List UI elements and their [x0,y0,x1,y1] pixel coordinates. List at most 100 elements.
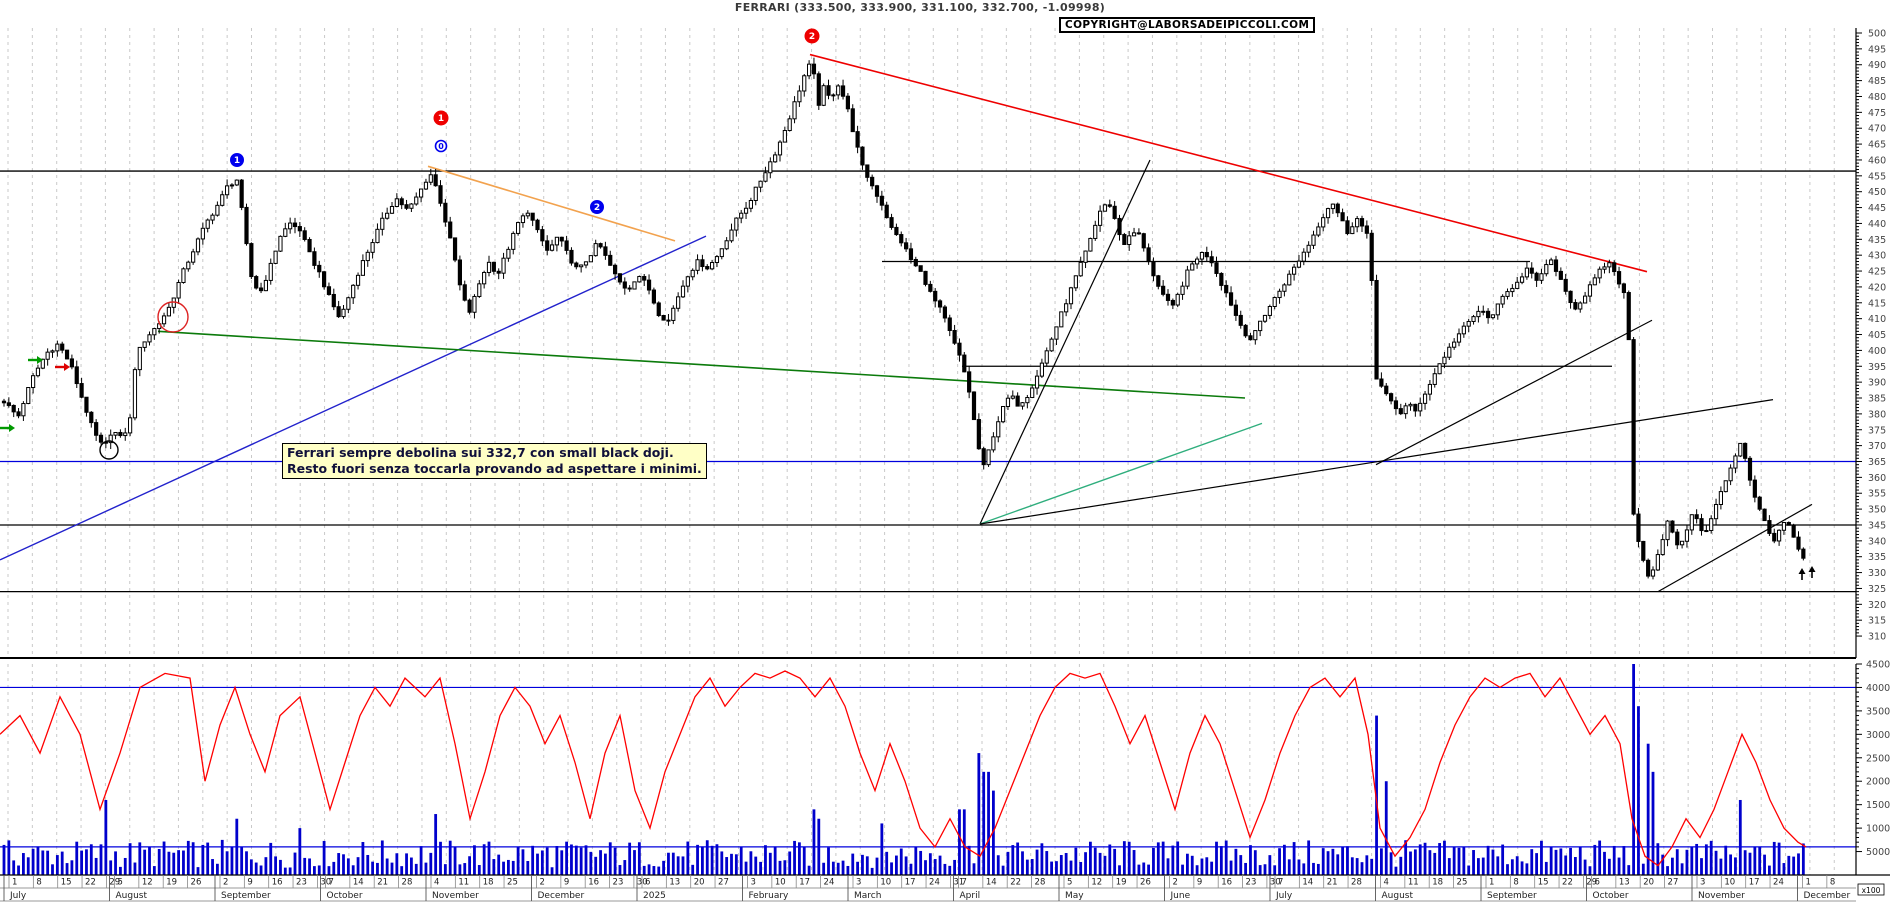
svg-text:27: 27 [718,878,729,888]
svg-text:435: 435 [1868,235,1886,246]
day-tick-label: 13 [669,878,680,888]
day-tick-label: 23 [613,878,624,888]
day-tick-label: 1 [1806,878,1811,888]
svg-text:2: 2 [594,203,600,213]
svg-text:16: 16 [1221,878,1232,888]
day-tick-label: 14 [353,878,364,888]
svg-text:26: 26 [1140,878,1151,888]
svg-text:15: 15 [1538,878,1549,888]
analysis-note: Ferrari sempre debolina sui 332,7 con sm… [282,443,707,479]
day-tick-label: 8 [1830,878,1835,888]
svg-text:25: 25 [1457,878,1468,888]
day-tick-label: 22 [1562,878,1573,888]
svg-text:15: 15 [61,878,72,888]
sell-arrow-icon [55,363,70,371]
svg-text:10: 10 [775,878,786,888]
up-arrow-icon [1808,566,1816,578]
svg-text:475: 475 [1868,108,1886,119]
svg-text:15000: 15000 [1866,800,1890,811]
svg-text:24: 24 [824,878,835,888]
svg-text:1: 1 [12,878,17,888]
day-tick-label: 14 [986,878,997,888]
orange-downtrend-2024 [427,165,676,242]
day-tick-label: 7 [1278,878,1283,888]
month-label: September [221,891,271,901]
svg-text:9: 9 [247,878,252,888]
day-tick-label: 28 [1351,878,1362,888]
day-tick-label: 15 [61,878,72,888]
svg-text:405: 405 [1868,330,1886,341]
svg-text:1: 1 [1806,878,1811,888]
svg-text:11: 11 [1408,878,1419,888]
svg-text:455: 455 [1868,171,1886,182]
volume-reference-lines [0,686,1856,848]
wave-marker-red-2: 2 [804,28,820,44]
day-tick-label: 7 [329,878,334,888]
day-tick-label: 9 [1197,878,1202,888]
buy-arrow-icon [0,424,15,432]
svg-text:430: 430 [1868,251,1886,262]
svg-text:24: 24 [929,878,940,888]
day-tick-label: 8 [1513,878,1518,888]
svg-text:440: 440 [1868,219,1886,230]
day-tick-label: 3 [856,878,861,888]
day-tick-label: 16 [588,878,599,888]
svg-text:March: March [854,891,881,901]
svg-text:1: 1 [234,156,240,166]
day-tick-label: 26 [1140,878,1151,888]
svg-text:40000: 40000 [1866,683,1890,694]
svg-text:20: 20 [1643,878,1654,888]
svg-text:310: 310 [1868,632,1886,643]
wave-marker-blue-0: 0 [434,139,448,153]
day-tick-label: 5 [1067,878,1072,888]
svg-text:May: May [1065,891,1084,901]
svg-text:5: 5 [1067,878,1072,888]
svg-text:340: 340 [1868,536,1886,547]
svg-text:14: 14 [1302,878,1313,888]
day-tick-label: 12 [142,878,153,888]
svg-text:495: 495 [1868,44,1886,55]
svg-text:30000: 30000 [1866,730,1890,741]
month-label: 2025 [643,891,666,901]
svg-text:400: 400 [1868,346,1886,357]
svg-text:11: 11 [458,878,469,888]
grid-layer [7,28,1835,875]
svg-text:6: 6 [1595,878,1600,888]
svg-text:4: 4 [1384,878,1389,888]
svg-text:2: 2 [223,878,228,888]
day-tick-label: 9 [247,878,252,888]
analysis-note-line1: Ferrari sempre debolina sui 332,7 con sm… [287,445,674,460]
black-august-support [1375,319,1653,466]
svg-text:315: 315 [1868,616,1886,627]
svg-text:August: August [1382,891,1414,901]
day-tick-label: 1 [12,878,17,888]
svg-text:19: 19 [1116,878,1127,888]
svg-text:August: August [116,891,148,901]
svg-text:28: 28 [402,878,413,888]
svg-text:5: 5 [118,878,123,888]
svg-text:35000: 35000 [1866,706,1890,717]
highlight-circle-red [157,301,189,333]
svg-text:20000: 20000 [1866,777,1890,788]
svg-text:November: November [1698,891,1745,901]
month-label: September [1487,891,1537,901]
svg-text:22: 22 [85,878,96,888]
svg-text:21: 21 [377,878,388,888]
svg-text:28: 28 [1351,878,1362,888]
month-label: November [1698,891,1745,901]
wave-marker-blue-1: 1 [230,153,244,167]
wave-marker-blue-2: 2 [590,200,604,214]
day-tick-label: 24 [824,878,835,888]
day-tick-label: 4 [1384,878,1389,888]
month-label: June [1170,891,1191,901]
svg-text:445: 445 [1868,203,1886,214]
day-tick-label: 26 [191,878,202,888]
svg-text:October: October [327,891,363,901]
day-tick-label: 16 [272,878,283,888]
svg-text:355: 355 [1868,489,1886,500]
svg-text:25000: 25000 [1866,753,1890,764]
day-tick-label: 19 [166,878,177,888]
svg-text:16: 16 [588,878,599,888]
day-tick-label: 17 [1749,878,1760,888]
